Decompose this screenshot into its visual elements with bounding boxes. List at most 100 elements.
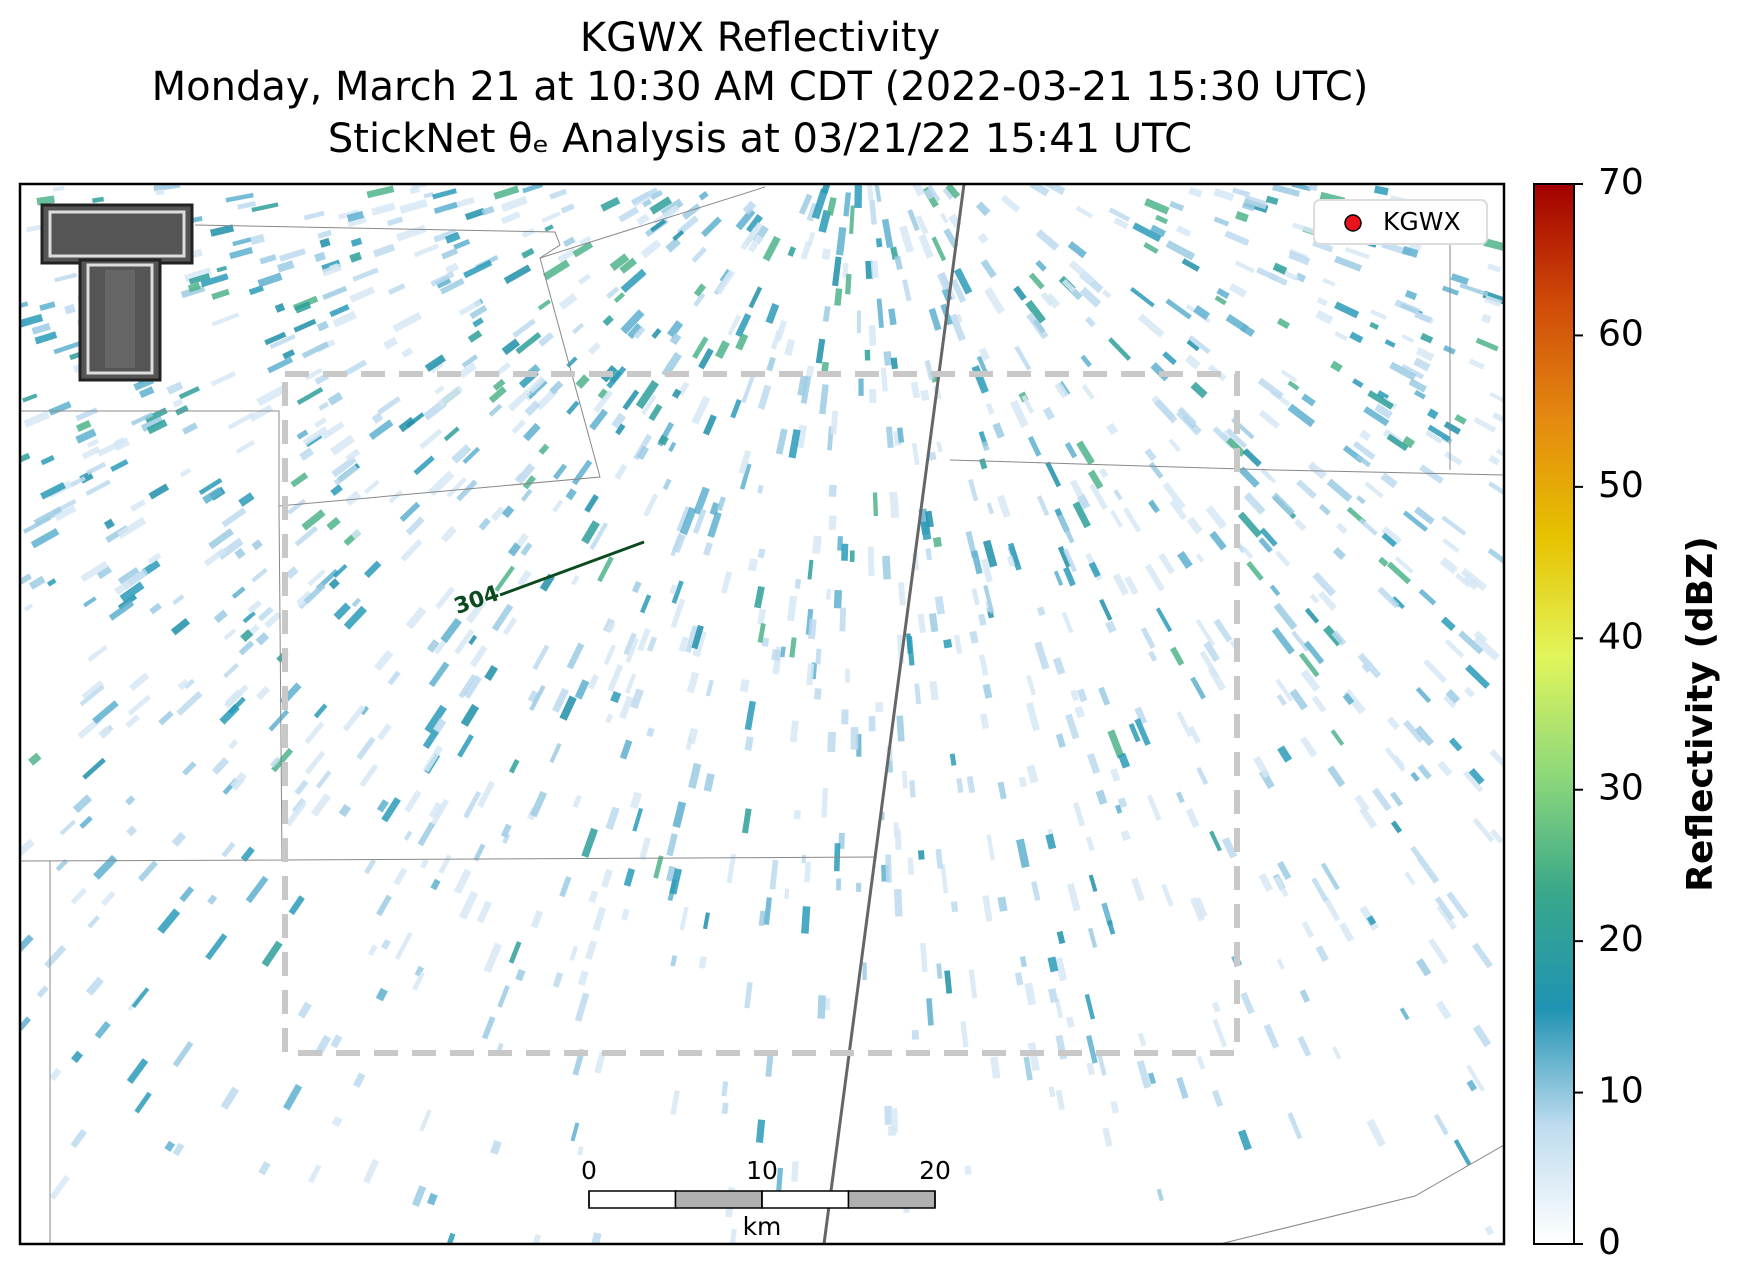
radar-gate	[1207, 666, 1227, 692]
radar-gate	[1162, 351, 1177, 366]
radar-gate	[321, 421, 345, 440]
radar-gate	[296, 590, 313, 607]
radar-gate	[1019, 955, 1027, 968]
radar-gate	[220, 1086, 240, 1110]
radar-gate	[1475, 337, 1499, 352]
radar-gate	[679, 506, 697, 536]
radar-gate	[607, 664, 624, 692]
radar-gate	[801, 906, 811, 934]
radar-gate	[703, 773, 715, 792]
radar-gate	[572, 794, 583, 808]
radar-gate	[1112, 573, 1130, 596]
radar-gate	[261, 940, 283, 968]
radar-gate	[435, 586, 455, 610]
radar-gate	[884, 1105, 893, 1125]
radar-gate	[54, 504, 77, 522]
radar-gate	[600, 196, 621, 212]
title-line: KGWX Reflectivity	[580, 15, 940, 61]
radar-gate	[1123, 507, 1142, 533]
radar-gate	[171, 831, 187, 847]
radar-gate	[1352, 378, 1364, 388]
radar-gate	[454, 628, 475, 655]
radar-gate	[669, 332, 682, 346]
radar-gate	[349, 286, 376, 303]
radar-gate	[746, 213, 764, 234]
radar-gate	[1006, 555, 1016, 567]
radar-gate	[1465, 664, 1491, 689]
radar-gate	[822, 305, 831, 322]
radar-gate	[868, 716, 876, 732]
radar-gate	[429, 798, 450, 828]
radar-gate	[456, 479, 478, 502]
radar-gate	[257, 272, 283, 288]
radar-gate	[964, 1165, 972, 1175]
radar-gate	[1154, 399, 1178, 424]
radar-gate	[943, 638, 953, 649]
radar-gate	[1136, 1060, 1152, 1089]
radar-gate	[242, 611, 256, 624]
radar-gate	[182, 761, 197, 776]
radar-gate	[542, 259, 571, 281]
radar-gate	[650, 189, 664, 201]
radar-gate	[170, 617, 191, 636]
radar-gate	[1330, 360, 1343, 373]
radar-gate	[558, 293, 578, 310]
radar-gate	[552, 499, 564, 513]
radar-gate	[387, 670, 401, 686]
radar-gate	[1188, 335, 1211, 355]
radar-gate	[1390, 820, 1403, 834]
radar-gate	[507, 542, 522, 557]
radar-gate	[376, 799, 389, 813]
radar-gate	[20, 573, 32, 589]
radar-gate	[20, 934, 34, 958]
radar-gate	[1113, 489, 1123, 501]
radar-gate	[341, 359, 368, 378]
radar-gate	[826, 588, 831, 600]
radar-gate	[944, 970, 953, 994]
radar-gate	[1089, 483, 1109, 511]
radar-gate	[631, 187, 659, 206]
radar-gate	[1443, 421, 1462, 435]
tick-label: 60	[1598, 313, 1644, 354]
radar-gate	[79, 815, 93, 829]
radar-gate	[70, 887, 87, 905]
radar-gate	[437, 385, 464, 408]
radar-gate	[172, 1041, 194, 1068]
radar-gate	[179, 886, 195, 903]
radar-gate	[256, 685, 271, 701]
radar-gate	[559, 695, 577, 721]
radar-gate	[791, 1161, 799, 1182]
radar-gate	[434, 385, 445, 395]
radar-gate	[611, 412, 626, 429]
radar-gate	[1185, 808, 1200, 828]
radar-gate	[1484, 1225, 1495, 1236]
radar-gate	[30, 528, 60, 549]
radar-gate	[1226, 437, 1246, 457]
radar-gate	[497, 984, 510, 1008]
radar-gate	[551, 687, 569, 713]
radar-gate	[1384, 339, 1396, 348]
radar-gate	[925, 548, 933, 561]
radar-gate	[618, 206, 640, 223]
radar-gate	[649, 196, 673, 215]
radar-gate	[270, 756, 281, 768]
radar-gate	[1418, 588, 1437, 606]
tick-label: 50	[1598, 465, 1644, 506]
radar-gate	[319, 237, 331, 248]
radar-gate	[658, 434, 669, 446]
radar-gate	[1410, 845, 1423, 861]
radar-gate	[1420, 332, 1434, 344]
radar-gate	[885, 854, 892, 883]
radar-gate	[870, 260, 879, 279]
radar-gate	[1277, 860, 1292, 881]
radar-gate	[1304, 607, 1320, 624]
radar-gate	[985, 402, 995, 415]
radar-gate	[381, 938, 391, 950]
radar-gate	[850, 726, 859, 750]
radar-gate	[331, 1115, 343, 1128]
radar-gate	[453, 868, 472, 895]
radar-gate	[530, 790, 548, 818]
legend: KGWX	[1313, 199, 1488, 245]
radar-gate	[997, 781, 1007, 800]
radar-gate	[428, 470, 455, 497]
